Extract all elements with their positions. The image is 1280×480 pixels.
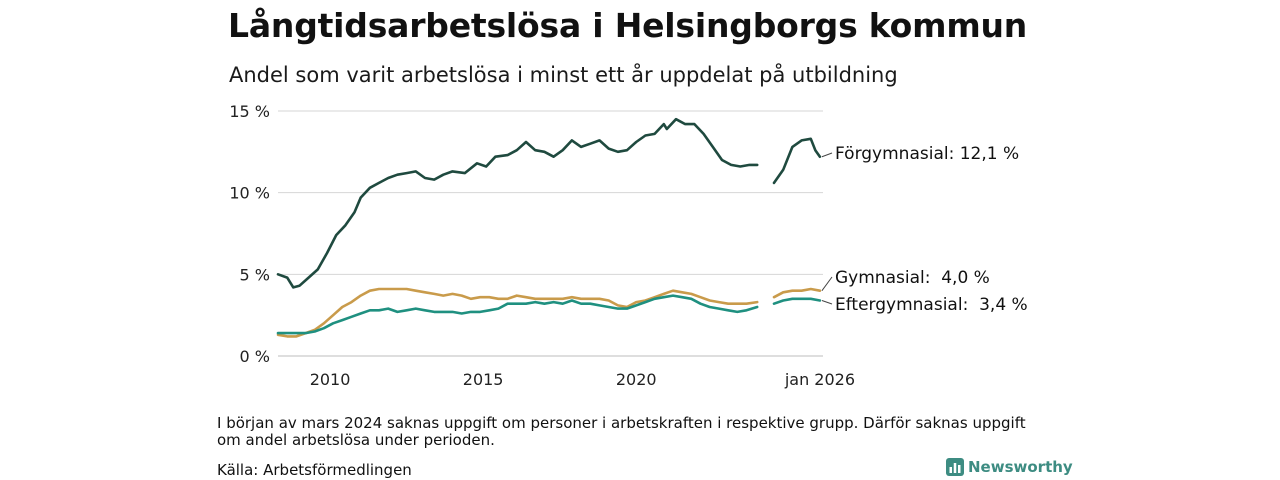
y-tick-label: 0 % xyxy=(240,347,270,366)
series-line-eftergymnasial xyxy=(772,297,822,305)
y-tick-label: 10 % xyxy=(229,184,270,203)
label-connector xyxy=(821,276,833,291)
bar-chart-icon xyxy=(946,458,964,476)
series-label-gymnasial: Gymnasial: 4,0 % xyxy=(835,268,990,288)
x-tick-label: 2020 xyxy=(616,370,657,389)
y-tick-label: 15 % xyxy=(229,102,270,121)
x-tick-label: 2015 xyxy=(463,370,504,389)
series-line-eftergymnasial xyxy=(276,294,759,335)
series-label-förgymnasial: Förgymnasial: 12,1 % xyxy=(835,144,1019,164)
series-line-gymnasial xyxy=(276,287,759,338)
x-tick-label: jan 2026 xyxy=(784,370,855,389)
series-line-gymnasial xyxy=(772,287,822,299)
chart-title: Långtidsarbetslösa i Helsingborgs kommun xyxy=(228,6,1028,45)
x-tick-label: 2010 xyxy=(310,370,351,389)
footnote: I början av mars 2024 saknas uppgift om … xyxy=(217,414,1026,449)
series-label-eftergymnasial: Eftergymnasial: 3,4 % xyxy=(835,295,1028,315)
brand-logo[interactable]: Newsworthy xyxy=(946,458,1073,476)
brand-name: Newsworthy xyxy=(968,458,1073,476)
label-connector xyxy=(821,299,833,305)
source-label: Källa: Arbetsförmedlingen xyxy=(217,461,412,479)
line-chart: 0 % 5 % 10 % 15 % 2010 2015 2020 jan 2026 Förgym… xyxy=(229,102,1028,389)
series-line-förgymnasial xyxy=(276,117,759,289)
label-connector xyxy=(821,152,833,158)
chart-subtitle: Andel som varit arbetslösa i minst ett å… xyxy=(229,63,898,87)
y-tick-label: 5 % xyxy=(240,265,270,284)
series-line-förgymnasial xyxy=(772,137,822,185)
